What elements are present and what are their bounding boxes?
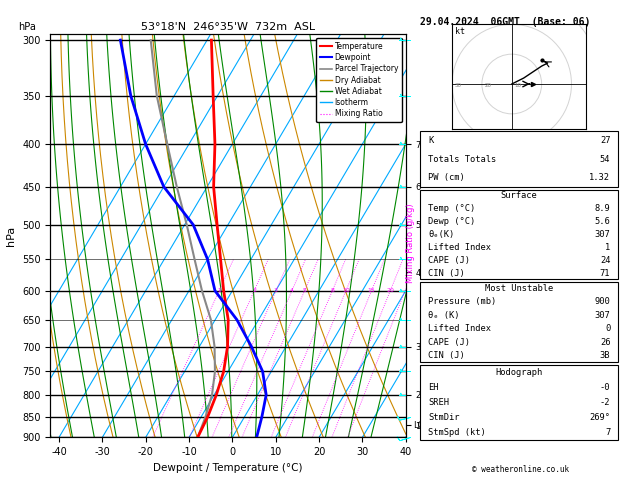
- Text: 26: 26: [600, 337, 610, 347]
- Text: 20: 20: [485, 83, 492, 88]
- Text: 8: 8: [330, 288, 334, 293]
- Text: SREH: SREH: [428, 398, 449, 407]
- Text: 27: 27: [600, 136, 610, 145]
- Text: 8.9: 8.9: [594, 204, 610, 213]
- Text: kt: kt: [455, 27, 465, 36]
- Text: 5: 5: [303, 288, 306, 293]
- Text: 10: 10: [515, 83, 522, 88]
- Text: © weatheronline.co.uk: © weatheronline.co.uk: [472, 465, 569, 474]
- Text: 20: 20: [386, 288, 394, 293]
- Text: hPa: hPa: [18, 22, 36, 32]
- Text: 1.32: 1.32: [589, 174, 610, 182]
- Text: Lifted Index: Lifted Index: [428, 324, 491, 333]
- Text: 24: 24: [600, 256, 610, 265]
- Text: 30: 30: [455, 83, 462, 88]
- Text: Lifted Index: Lifted Index: [428, 243, 491, 252]
- Text: LCL: LCL: [413, 421, 428, 430]
- Text: CIN (J): CIN (J): [428, 351, 465, 360]
- Text: θₑ (K): θₑ (K): [428, 311, 460, 320]
- X-axis label: Dewpoint / Temperature (°C): Dewpoint / Temperature (°C): [153, 463, 303, 473]
- Text: 3: 3: [274, 288, 278, 293]
- Text: CAPE (J): CAPE (J): [428, 337, 470, 347]
- Title: 53°18'N  246°35'W  732m  ASL: 53°18'N 246°35'W 732m ASL: [141, 22, 315, 32]
- Text: K: K: [428, 136, 433, 145]
- Y-axis label: hPa: hPa: [6, 226, 16, 246]
- Text: 54: 54: [600, 155, 610, 164]
- Text: 269°: 269°: [589, 413, 610, 422]
- Text: 2: 2: [252, 288, 256, 293]
- Text: 15: 15: [368, 288, 376, 293]
- Legend: Temperature, Dewpoint, Parcel Trajectory, Dry Adiabat, Wet Adiabat, Isotherm, Mi: Temperature, Dewpoint, Parcel Trajectory…: [316, 38, 402, 122]
- Text: EH: EH: [428, 382, 438, 392]
- Text: Totals Totals: Totals Totals: [428, 155, 496, 164]
- Text: -0: -0: [600, 382, 610, 392]
- Text: 1: 1: [217, 288, 221, 293]
- Text: StmDir: StmDir: [428, 413, 460, 422]
- Text: Mixing Ratio (g/kg): Mixing Ratio (g/kg): [406, 203, 415, 283]
- Y-axis label: km
ASL: km ASL: [423, 226, 445, 245]
- Text: Surface: Surface: [501, 191, 538, 200]
- Text: -2: -2: [600, 398, 610, 407]
- Text: 0: 0: [605, 324, 610, 333]
- Text: PW (cm): PW (cm): [428, 174, 465, 182]
- Text: Hodograph: Hodograph: [496, 367, 543, 377]
- Text: CAPE (J): CAPE (J): [428, 256, 470, 265]
- Text: Pressure (mb): Pressure (mb): [428, 297, 496, 307]
- Text: StmSpd (kt): StmSpd (kt): [428, 428, 486, 437]
- Text: Most Unstable: Most Unstable: [485, 284, 554, 293]
- Text: θₑ(K): θₑ(K): [428, 230, 454, 239]
- Text: 5.6: 5.6: [594, 217, 610, 226]
- Text: 307: 307: [594, 311, 610, 320]
- Text: 1: 1: [605, 243, 610, 252]
- Text: 7: 7: [605, 428, 610, 437]
- Text: 900: 900: [594, 297, 610, 307]
- Text: 10: 10: [342, 288, 350, 293]
- Text: 307: 307: [594, 230, 610, 239]
- Text: 71: 71: [600, 269, 610, 278]
- Text: Dewp (°C): Dewp (°C): [428, 217, 476, 226]
- Text: 3B: 3B: [600, 351, 610, 360]
- Text: 4: 4: [290, 288, 294, 293]
- Text: 29.04.2024  06GMT  (Base: 06): 29.04.2024 06GMT (Base: 06): [420, 17, 590, 27]
- Text: Temp (°C): Temp (°C): [428, 204, 476, 213]
- Text: CIN (J): CIN (J): [428, 269, 465, 278]
